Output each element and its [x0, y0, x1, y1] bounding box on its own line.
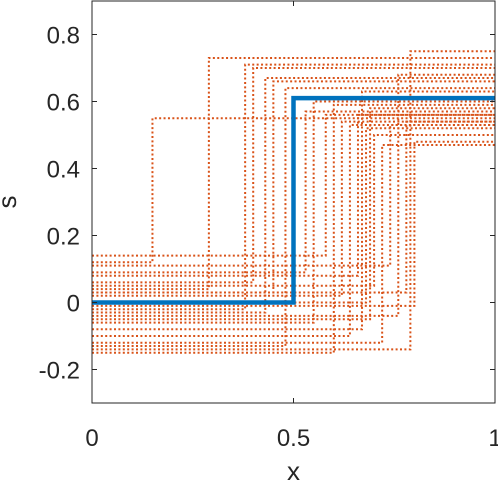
y-tick-label: -0.2 — [39, 358, 80, 385]
sample-step-line-10 — [92, 113, 495, 257]
x-axis-label: x — [287, 456, 300, 486]
sample-step-line-14 — [92, 113, 495, 277]
sample-step-line-2 — [92, 56, 495, 291]
sample-step-line-6 — [92, 80, 495, 294]
y-tick-label: 0.6 — [47, 90, 80, 117]
sample-step-line-3 — [92, 63, 495, 311]
sample-step-line-1 — [92, 117, 495, 264]
y-tick-label: 0 — [67, 291, 80, 318]
x-tick-label: 0 — [85, 425, 98, 452]
sample-step-line-21 — [92, 73, 495, 317]
sample-step-line-8 — [92, 110, 495, 274]
x-tick-label: 0.5 — [277, 425, 310, 452]
y-tick-label: 0.8 — [47, 23, 80, 50]
sample-series-group — [92, 50, 495, 354]
sample-step-line-12 — [92, 120, 495, 297]
sample-step-line-5 — [92, 77, 495, 314]
sample-step-line-19 — [92, 144, 495, 344]
y-tick-label: 0.2 — [47, 224, 80, 251]
sample-step-line-4 — [92, 67, 495, 284]
sample-step-line-9 — [92, 100, 495, 324]
sample-step-line-7 — [92, 87, 495, 348]
sample-step-line-17 — [92, 107, 495, 321]
true-step-line — [92, 95, 495, 305]
y-tick-label: 0.4 — [47, 157, 80, 184]
sample-step-line-23 — [92, 50, 495, 351]
x-tick-label: 1 — [488, 425, 498, 452]
sample-step-line-18 — [92, 134, 495, 287]
sample-step-line-15 — [92, 90, 495, 331]
sample-step-line-11 — [92, 103, 495, 354]
sample-step-line-22 — [92, 120, 495, 294]
y-axis-label: s — [0, 196, 22, 209]
true-series-group — [92, 95, 495, 305]
axis-ticks-group: 0 0.5 1 -0.2 0 0.2 0.4 0.6 0.8 — [39, 1, 498, 452]
